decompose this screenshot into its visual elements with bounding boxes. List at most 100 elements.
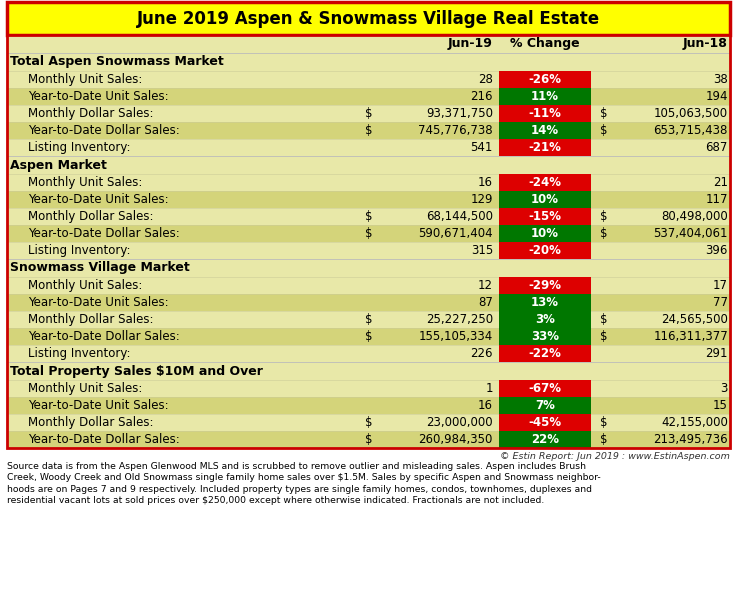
Text: 17: 17 [713, 279, 728, 292]
Text: 77: 77 [713, 296, 728, 309]
Bar [7, 277, 730, 294]
Bar [499, 345, 591, 362]
Text: 226: 226 [470, 347, 493, 360]
Bar [7, 311, 730, 328]
Text: 28: 28 [478, 73, 493, 86]
Text: Year-to-Date Unit Sales:: Year-to-Date Unit Sales: [28, 193, 169, 206]
Bar [7, 208, 730, 225]
Bar [499, 174, 591, 191]
Text: -67%: -67% [528, 382, 562, 395]
Text: -29%: -29% [528, 279, 562, 292]
Text: Year-to-Date Unit Sales:: Year-to-Date Unit Sales: [28, 90, 169, 103]
Text: Year-to-Date Dollar Sales:: Year-to-Date Dollar Sales: [28, 124, 180, 137]
Text: 155,105,334: 155,105,334 [419, 330, 493, 343]
Text: © Estin Report: Jun 2019 : www.EstinAspen.com: © Estin Report: Jun 2019 : www.EstinAspe… [500, 452, 730, 461]
Text: Monthly Unit Sales:: Monthly Unit Sales: [28, 382, 142, 395]
Text: 116,311,377: 116,311,377 [653, 330, 728, 343]
Bar [7, 191, 730, 208]
Text: $: $ [365, 433, 372, 446]
Text: Year-to-Date Unit Sales:: Year-to-Date Unit Sales: [28, 296, 169, 309]
Bar [7, 397, 730, 414]
Text: $: $ [365, 416, 372, 429]
Text: Snowmass Village Market: Snowmass Village Market [10, 261, 189, 275]
Text: -24%: -24% [528, 176, 562, 189]
Bar [7, 35, 730, 448]
Text: 396: 396 [705, 244, 728, 257]
Text: 21: 21 [713, 176, 728, 189]
Bar [499, 397, 591, 414]
Text: Year-to-Date Dollar Sales:: Year-to-Date Dollar Sales: [28, 330, 180, 343]
Bar [7, 174, 730, 191]
Bar [7, 53, 730, 71]
Text: $: $ [600, 313, 607, 326]
Text: 117: 117 [705, 193, 728, 206]
Bar [499, 328, 591, 345]
Text: Aspen Market: Aspen Market [10, 159, 107, 171]
Text: 80,498,000: 80,498,000 [661, 210, 728, 223]
Text: Listing Inventory:: Listing Inventory: [28, 347, 130, 360]
Text: 745,776,738: 745,776,738 [419, 124, 493, 137]
Text: Year-to-Date Dollar Sales:: Year-to-Date Dollar Sales: [28, 227, 180, 240]
Text: $: $ [365, 210, 372, 223]
Text: 129: 129 [470, 193, 493, 206]
Bar [7, 139, 730, 156]
Text: -11%: -11% [528, 107, 562, 120]
Text: 105,063,500: 105,063,500 [654, 107, 728, 120]
Bar [499, 431, 591, 448]
Text: June 2019 Aspen & Snowmass Village Real Estate: June 2019 Aspen & Snowmass Village Real … [137, 10, 600, 27]
Text: Monthly Dollar Sales:: Monthly Dollar Sales: [28, 416, 153, 429]
Text: Monthly Unit Sales:: Monthly Unit Sales: [28, 73, 142, 86]
Bar [499, 88, 591, 105]
Bar [7, 431, 730, 448]
Bar [499, 380, 591, 397]
Bar [7, 362, 730, 380]
Bar [7, 88, 730, 105]
Text: 15: 15 [713, 399, 728, 412]
Text: Total Property Sales $10M and Over: Total Property Sales $10M and Over [10, 364, 263, 378]
Bar [7, 105, 730, 122]
Text: $: $ [365, 124, 372, 137]
Bar [7, 328, 730, 345]
Text: $: $ [365, 227, 372, 240]
Text: Jun-18: Jun-18 [683, 38, 728, 50]
Text: 3: 3 [721, 382, 728, 395]
Text: 16: 16 [478, 399, 493, 412]
Bar [499, 242, 591, 259]
Text: Total Aspen Snowmass Market: Total Aspen Snowmass Market [10, 56, 224, 68]
Text: -22%: -22% [528, 347, 562, 360]
Text: -20%: -20% [528, 244, 562, 257]
Text: Listing Inventory:: Listing Inventory: [28, 244, 130, 257]
Text: 653,715,438: 653,715,438 [654, 124, 728, 137]
Bar [499, 122, 591, 139]
Text: 260,984,350: 260,984,350 [419, 433, 493, 446]
Text: 3%: 3% [535, 313, 555, 326]
Text: 7%: 7% [535, 399, 555, 412]
Text: 22%: 22% [531, 433, 559, 446]
Text: 42,155,000: 42,155,000 [661, 416, 728, 429]
Text: 10%: 10% [531, 227, 559, 240]
Text: 315: 315 [471, 244, 493, 257]
Bar [7, 35, 730, 53]
Text: $: $ [600, 210, 607, 223]
Text: -26%: -26% [528, 73, 562, 86]
Text: Listing Inventory:: Listing Inventory: [28, 141, 130, 154]
Text: -15%: -15% [528, 210, 562, 223]
Bar [7, 294, 730, 311]
Text: $: $ [365, 107, 372, 120]
Bar [499, 294, 591, 311]
Bar [7, 225, 730, 242]
Text: Year-to-Date Unit Sales:: Year-to-Date Unit Sales: [28, 399, 169, 412]
Text: 33%: 33% [531, 330, 559, 343]
Bar [499, 208, 591, 225]
Text: 68,144,500: 68,144,500 [426, 210, 493, 223]
Text: 87: 87 [478, 296, 493, 309]
Bar [499, 414, 591, 431]
Text: $: $ [365, 313, 372, 326]
Bar [499, 139, 591, 156]
Text: Monthly Dollar Sales:: Monthly Dollar Sales: [28, 210, 153, 223]
Text: -45%: -45% [528, 416, 562, 429]
Bar [499, 71, 591, 88]
Bar [7, 122, 730, 139]
Text: 537,404,061: 537,404,061 [654, 227, 728, 240]
Bar [499, 191, 591, 208]
